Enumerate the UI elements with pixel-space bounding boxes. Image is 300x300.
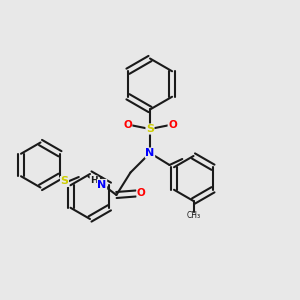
Text: N: N (146, 148, 154, 158)
Text: S: S (146, 124, 154, 134)
Text: O: O (168, 119, 177, 130)
Text: CH₃: CH₃ (186, 212, 201, 220)
Text: N: N (98, 179, 106, 190)
Text: O: O (123, 119, 132, 130)
Text: H: H (90, 176, 98, 185)
Text: O: O (137, 188, 146, 199)
Text: S: S (61, 176, 68, 187)
